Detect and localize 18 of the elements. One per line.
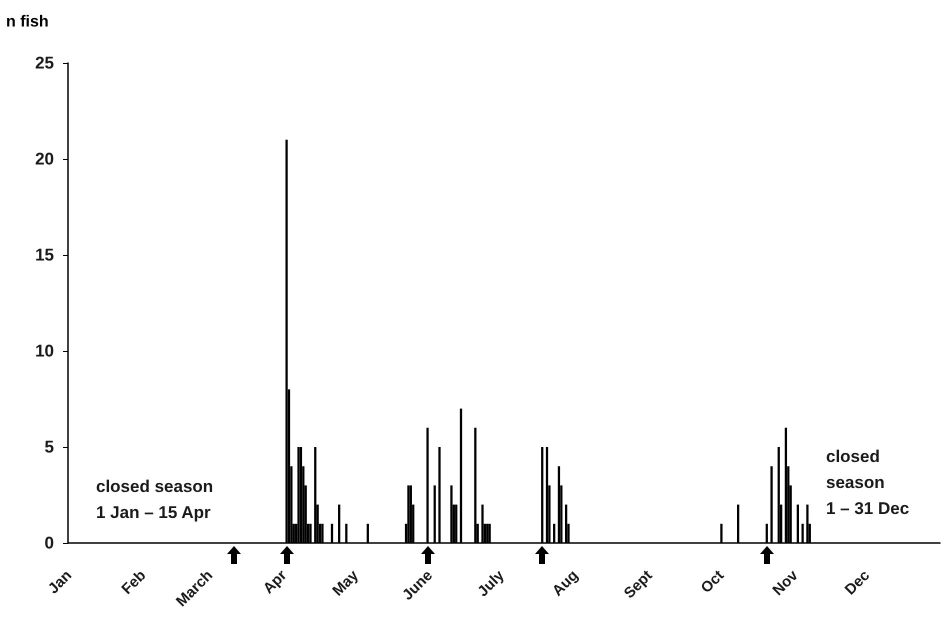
y-axis-title: n fish — [6, 14, 49, 30]
x-tick-label: July — [474, 566, 508, 600]
y-tick-label: 5 — [44, 438, 54, 456]
x-tick-label: May — [329, 566, 362, 600]
y-tick-label: 15 — [35, 246, 54, 264]
annotation: closed season 1 Jan – 15 Apr — [96, 474, 214, 526]
x-tick-label: Dec — [842, 566, 874, 598]
x-tick-label: Jan — [44, 566, 76, 598]
x-tick-label: Feb — [118, 566, 150, 598]
y-tick-label: 0 — [44, 534, 54, 552]
x-tick-label: Nov — [769, 566, 802, 600]
x-tick-label: Apr — [260, 566, 290, 598]
y-tick-label: 10 — [35, 342, 54, 360]
y-tick-label: 25 — [35, 54, 54, 72]
y-tick-label: 20 — [35, 150, 54, 168]
x-tick-label: Oct — [698, 566, 728, 597]
annotation: closed season 1 – 31 Dec — [826, 444, 910, 522]
x-tick-label: Aug — [549, 566, 582, 600]
